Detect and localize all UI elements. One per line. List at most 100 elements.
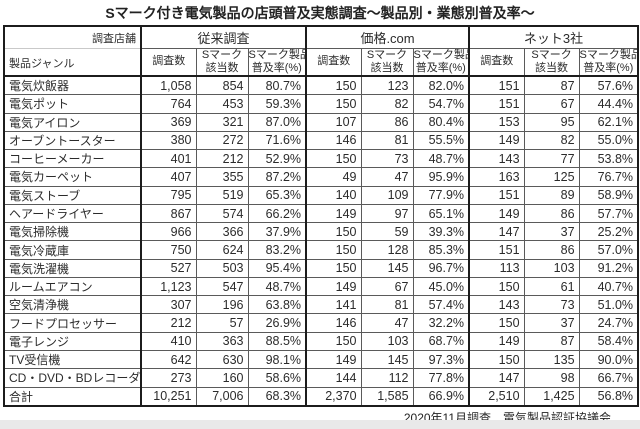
group-header-kakaku-com: 価格.com xyxy=(305,25,471,49)
table-row: 電子レンジ 410 363 88.5% 150 103 68.7% 149 87 58.4% xyxy=(3,331,640,352)
cell-value: 547 xyxy=(195,276,249,297)
cell-value: 363 xyxy=(195,331,249,352)
cell-value: 87.2% xyxy=(247,167,308,187)
cell-value: 26.9% xyxy=(247,313,308,333)
cell-value: 80.4% xyxy=(412,112,471,132)
cell-value: 143 xyxy=(468,149,525,169)
cell-value: 48.7% xyxy=(412,149,471,169)
cell-value: 1,425 xyxy=(523,386,580,407)
cell-value: 37.9% xyxy=(247,222,308,242)
total-row: 合計 10,251 7,006 68.3% 2,370 1,585 66.9% 2,510 1,… xyxy=(3,386,640,407)
cell-value: 95 xyxy=(523,112,580,132)
sub-header-cell: Sマーク製品普及率(%) xyxy=(578,47,640,77)
row-label: 電気洗濯機 xyxy=(3,258,142,278)
cell-value: 47 xyxy=(360,167,414,187)
row-label: CD・DVD・BDレコーダー xyxy=(3,368,142,388)
cell-value: 149 xyxy=(468,130,525,151)
table-row: 電気ストーブ 795 519 65.3% 140 109 77.9% 151 89 58.9% xyxy=(3,185,640,205)
group-header-net3: ネット3社 xyxy=(468,25,639,49)
cell-value: 63.8% xyxy=(247,295,308,315)
cell-value: 77 xyxy=(523,149,580,169)
cell-value: 764 xyxy=(140,94,197,114)
cell-value: 410 xyxy=(140,331,197,352)
cell-value: 151 xyxy=(468,94,525,114)
corner-divider xyxy=(5,48,139,49)
row-label: ヘアードライヤー xyxy=(3,203,142,224)
cell-value: 68.7% xyxy=(412,331,471,352)
cell-value: 795 xyxy=(140,185,197,205)
table-row: ヘアードライヤー 867 574 66.2% 149 97 65.1% 149 86 57.7% xyxy=(3,203,640,224)
cell-value: 150 xyxy=(305,258,362,278)
corner-cell: 調査店舗 製品ジャンル xyxy=(3,25,142,77)
cell-value: 67 xyxy=(360,276,414,297)
row-label: 電子レンジ xyxy=(3,331,142,352)
cell-value: 57.6% xyxy=(578,75,640,96)
table-body: 電気炊飯器 1,058 854 80.7% 150 123 82.0% 151 87 57.6% 電… xyxy=(3,75,640,407)
cell-value: 112 xyxy=(360,368,414,388)
cell-value: 55.0% xyxy=(578,130,640,151)
cell-value: 113 xyxy=(468,258,525,278)
cell-value: 150 xyxy=(305,75,362,96)
cell-value: 151 xyxy=(468,240,525,260)
row-label: 電気アイロン xyxy=(3,112,142,132)
cell-value: 149 xyxy=(468,331,525,352)
cell-value: 65.3% xyxy=(247,185,308,205)
cell-value: 125 xyxy=(523,167,580,187)
cell-value: 85.3% xyxy=(412,240,471,260)
row-label: オーブントースター xyxy=(3,130,142,151)
cell-value: 59.3% xyxy=(247,94,308,114)
table-header: 調査店舗 製品ジャンル 従来調査 価格.com ネット3社 調査数 Sマーク 該当数… xyxy=(3,25,640,77)
cell-value: 1,123 xyxy=(140,276,197,297)
cell-value: 519 xyxy=(195,185,249,205)
cell-value: 212 xyxy=(195,149,249,169)
cell-value: 153 xyxy=(468,112,525,132)
cell-value: 147 xyxy=(468,222,525,242)
cell-value: 56.8% xyxy=(578,386,640,407)
row-label: 電気冷蔵庫 xyxy=(3,240,142,260)
sub-header-cell: Sマーク 該当数 xyxy=(195,47,249,77)
cell-value: 76.7% xyxy=(578,167,640,187)
cell-value: 151 xyxy=(468,185,525,205)
cell-value: 77.8% xyxy=(412,368,471,388)
cell-value: 71.6% xyxy=(247,130,308,151)
cell-value: 144 xyxy=(305,368,362,388)
cell-value: 52.9% xyxy=(247,149,308,169)
row-label: 電気カーペット xyxy=(3,167,142,187)
cell-value: 150 xyxy=(468,349,525,370)
cell-value: 2,370 xyxy=(305,386,362,407)
cell-value: 147 xyxy=(468,368,525,388)
cell-value: 86 xyxy=(523,240,580,260)
cell-value: 7,006 xyxy=(195,386,249,407)
cell-value: 98.1% xyxy=(247,349,308,370)
cell-value: 163 xyxy=(468,167,525,187)
table-row: ルームエアコン 1,123 547 48.7% 149 67 45.0% 150 61 40.7% xyxy=(3,276,640,297)
cell-value: 109 xyxy=(360,185,414,205)
cell-value: 10,251 xyxy=(140,386,197,407)
cell-value: 96.7% xyxy=(412,258,471,278)
table-row: 電気掃除機 966 366 37.9% 150 59 39.3% 147 37 25.2% xyxy=(3,222,640,242)
cell-value: 51.0% xyxy=(578,295,640,315)
cell-value: 146 xyxy=(305,313,362,333)
cell-value: 149 xyxy=(305,349,362,370)
cell-value: 39.3% xyxy=(412,222,471,242)
cell-value: 150 xyxy=(305,222,362,242)
cell-value: 150 xyxy=(305,240,362,260)
cell-value: 103 xyxy=(360,331,414,352)
cell-value: 1,585 xyxy=(360,386,414,407)
page-title: Sマーク付き電気製品の店頭普及実態調査～製品別・業態別普及率～ xyxy=(105,5,535,21)
table-row: 空気清浄機 307 196 63.8% 141 81 57.4% 143 73 51.0% xyxy=(3,295,640,315)
cell-value: 867 xyxy=(140,203,197,224)
cell-value: 67 xyxy=(523,94,580,114)
sub-header-cell: 調査数 xyxy=(468,47,525,77)
row-label: 電気掃除機 xyxy=(3,222,142,242)
cell-value: 57.4% xyxy=(412,295,471,315)
cell-value: 90.0% xyxy=(578,349,640,370)
cell-value: 141 xyxy=(305,295,362,315)
cell-value: 49 xyxy=(305,167,362,187)
cell-value: 574 xyxy=(195,203,249,224)
cell-value: 642 xyxy=(140,349,197,370)
row-label: 空気清浄機 xyxy=(3,295,142,315)
survey-table: 調査店舗 製品ジャンル 従来調査 価格.com ネット3社 調査数 Sマーク 該当数… xyxy=(3,25,640,407)
cell-value: 366 xyxy=(195,222,249,242)
